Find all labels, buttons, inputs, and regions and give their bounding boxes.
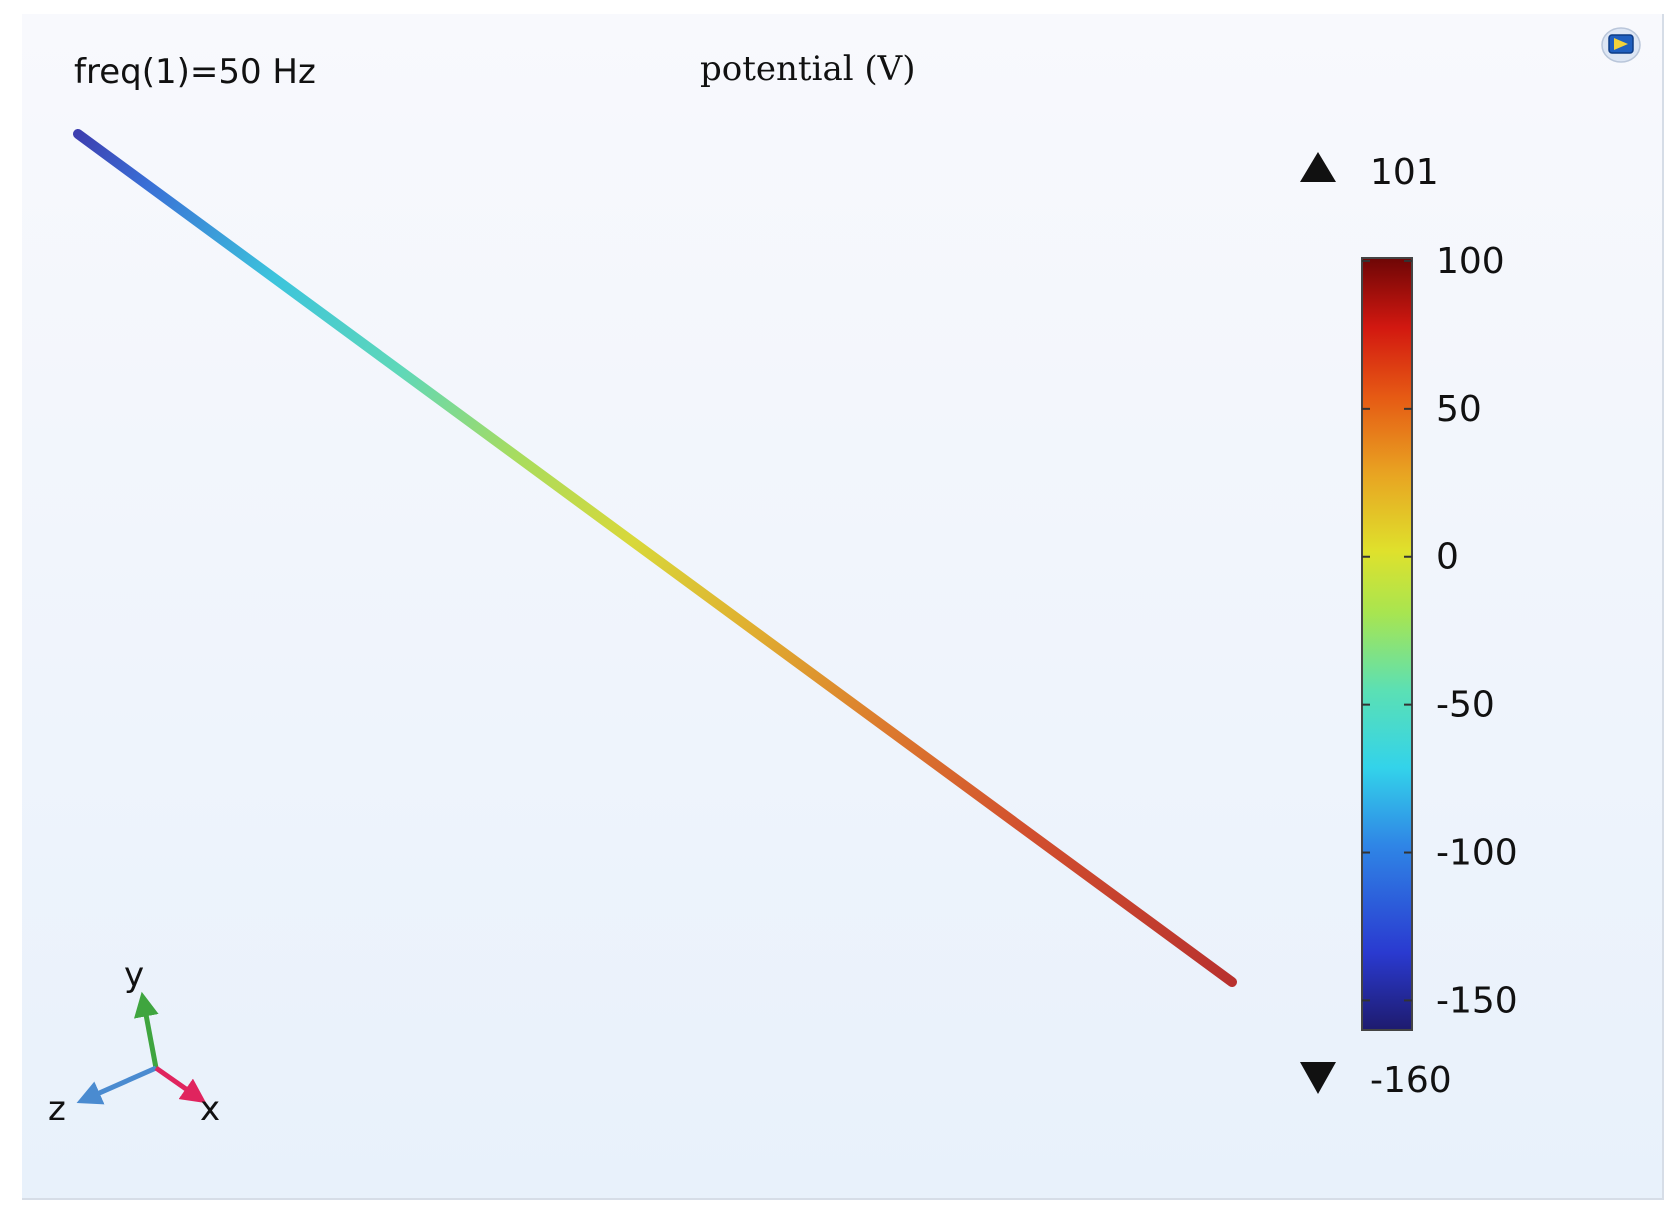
frequency-annotation: freq(1)=50 Hz bbox=[74, 52, 316, 92]
potential-wire-line bbox=[73, 129, 1237, 987]
colorbar-min-label: -160 bbox=[1370, 1060, 1452, 1101]
scene-light-icon[interactable] bbox=[1600, 24, 1642, 64]
colorbar: 101 100 50 0 -50 -100 -150 -160 bbox=[1300, 152, 1518, 1101]
colorbar-tick-label: 100 bbox=[1436, 241, 1505, 282]
x-axis-label: x bbox=[200, 1089, 220, 1129]
colorbar-ticks: 100 50 0 -50 -100 -150 bbox=[1362, 241, 1518, 1021]
z-axis-label: z bbox=[48, 1089, 66, 1129]
colorbar-tick-label: -50 bbox=[1436, 685, 1495, 726]
max-marker-icon bbox=[1300, 152, 1336, 182]
colorbar-gradient bbox=[1361, 257, 1413, 1031]
z-axis-arrow bbox=[76, 1065, 158, 1105]
plot-title: potential (V) bbox=[700, 49, 916, 89]
colorbar-tick-label: 0 bbox=[1436, 537, 1459, 578]
colorbar-tick-label: 50 bbox=[1436, 389, 1482, 430]
colorbar-tick-label: -100 bbox=[1436, 833, 1518, 874]
axes-triad: y z x bbox=[48, 955, 220, 1129]
min-marker-icon bbox=[1300, 1062, 1336, 1094]
x-axis-arrow bbox=[154, 1065, 207, 1104]
y-axis-arrow bbox=[134, 991, 159, 1069]
colorbar-max-label: 101 bbox=[1370, 152, 1439, 193]
colorbar-tick-label: -150 bbox=[1436, 980, 1518, 1021]
y-axis-label: y bbox=[124, 955, 144, 995]
